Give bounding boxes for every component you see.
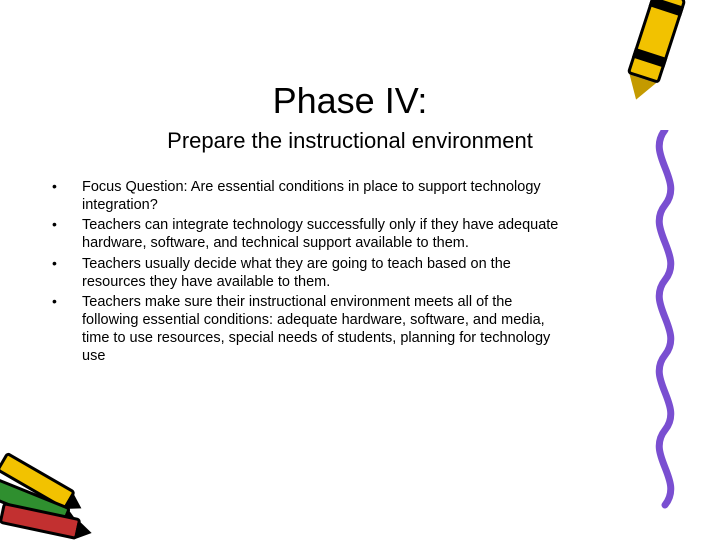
list-item: Teachers usually decide what they are go… xyxy=(46,255,560,291)
squiggle-icon xyxy=(640,130,690,510)
slide-subtitle: Prepare the instructional environment xyxy=(30,128,670,154)
list-item: Teachers can integrate technology succes… xyxy=(46,216,560,252)
crayon-top-icon xyxy=(600,0,700,136)
crayons-bottom-icon xyxy=(0,430,120,550)
list-item: Teachers make sure their instructional e… xyxy=(46,293,560,366)
slide-title: Phase IV: xyxy=(30,80,670,122)
bullet-list: Focus Question: Are essential conditions… xyxy=(30,178,630,365)
list-item: Focus Question: Are essential conditions… xyxy=(46,178,560,214)
slide: Phase IV: Prepare the instructional envi… xyxy=(0,0,720,540)
